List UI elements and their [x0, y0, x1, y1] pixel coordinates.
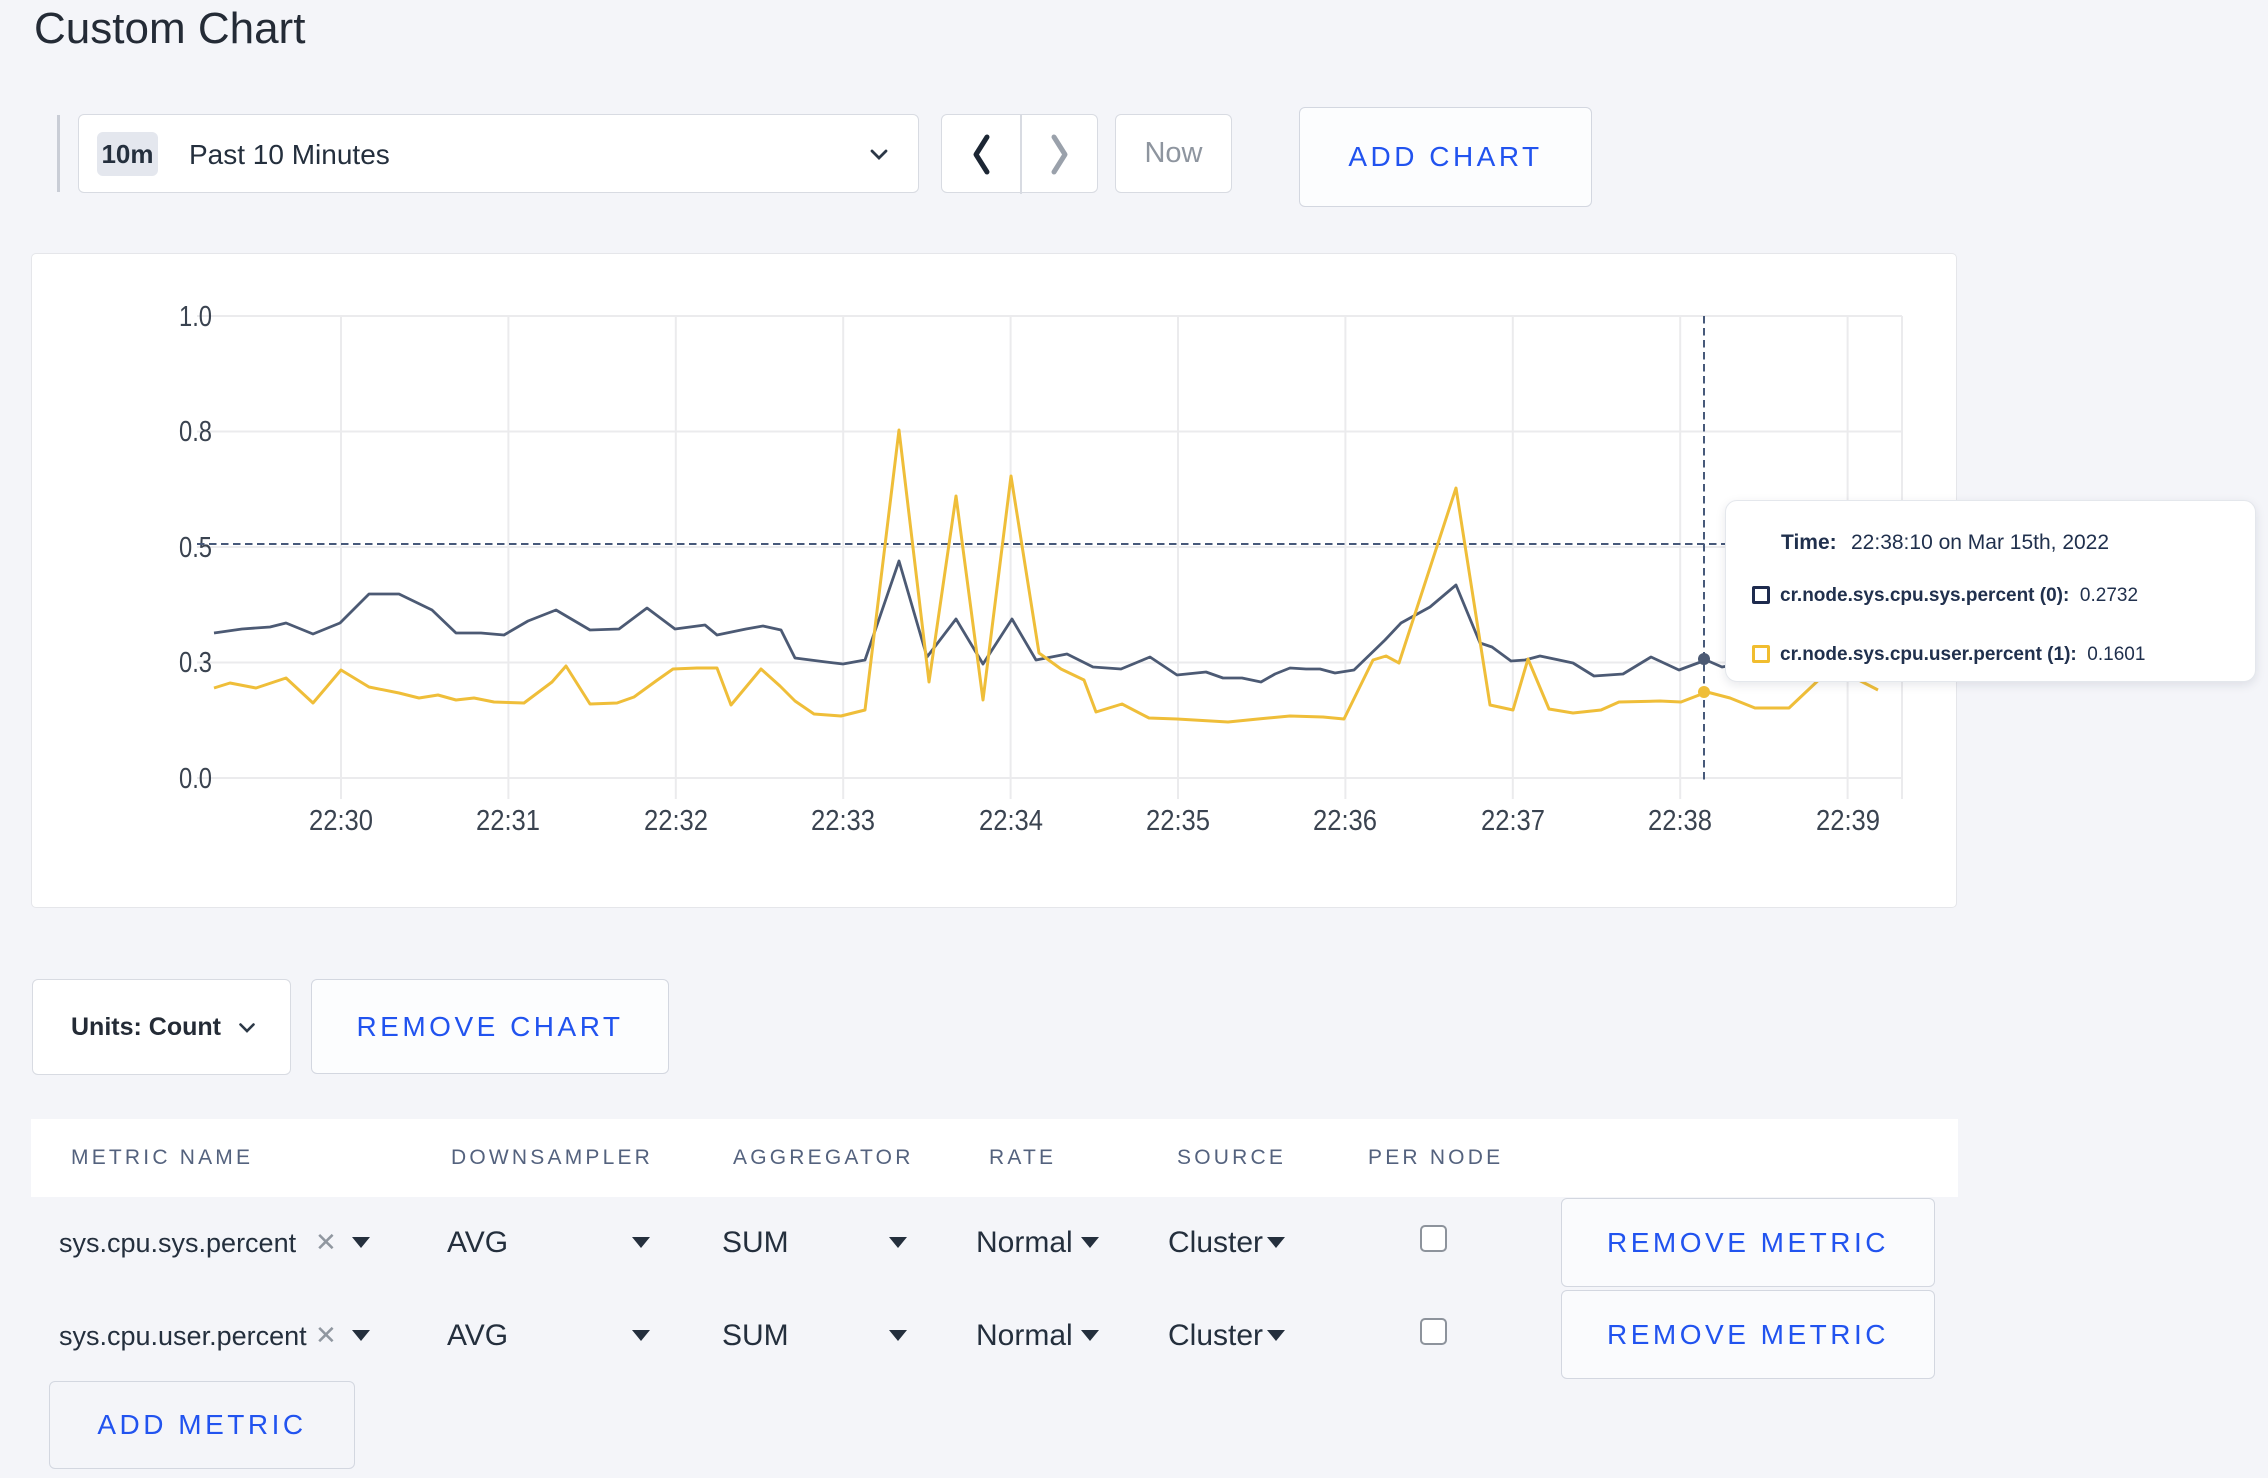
- svg-text:22:38: 22:38: [1648, 805, 1712, 837]
- svg-text:1.0: 1.0: [179, 301, 212, 333]
- svg-text:0.0: 0.0: [179, 763, 212, 795]
- svg-text:22:39: 22:39: [1816, 805, 1880, 837]
- svg-text:0.5: 0.5: [179, 532, 212, 564]
- svg-text:22:36: 22:36: [1313, 805, 1377, 837]
- svg-text:0.3: 0.3: [179, 647, 212, 679]
- svg-text:22:30: 22:30: [309, 805, 373, 837]
- svg-text:22:33: 22:33: [811, 805, 875, 837]
- svg-text:22:34: 22:34: [979, 805, 1043, 837]
- svg-text:0.8: 0.8: [179, 416, 212, 448]
- svg-text:22:32: 22:32: [644, 805, 708, 837]
- svg-text:22:31: 22:31: [476, 805, 540, 837]
- svg-text:22:35: 22:35: [1146, 805, 1210, 837]
- svg-text:22:37: 22:37: [1481, 805, 1545, 837]
